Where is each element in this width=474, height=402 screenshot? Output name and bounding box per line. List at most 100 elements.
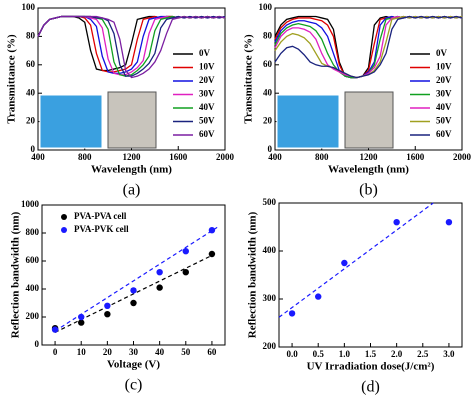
panel: 0.0 0.5 1.0 1.5 2.0 2.5 3.0 200 300 400 500 UV Irra… [247, 197, 463, 396]
data-point [78, 319, 85, 326]
y-tick-label: 400 [263, 245, 277, 255]
data-point [393, 219, 400, 226]
x-tick-label: 1600 [169, 152, 188, 162]
x-tick-label: 20 [103, 347, 113, 357]
x-tick-label: 10 [77, 347, 87, 357]
y-axis-label: Transmittance (%) [6, 34, 18, 124]
x-tick-label: 1.5 [365, 349, 377, 359]
x-tick-label: 1600 [406, 152, 425, 162]
y-axis-label: Reflection bandwidth (nm) [247, 211, 259, 338]
y-tick-label: 100 [259, 2, 273, 12]
data-point [445, 219, 453, 226]
y-tick-label: 0 [31, 144, 36, 154]
data-point [78, 313, 85, 321]
x-tick-label: 1200 [123, 152, 142, 162]
data-point [341, 259, 348, 267]
legend-label: 40V [199, 102, 215, 112]
trend-line [278, 202, 434, 318]
x-tick-label: 2.0 [391, 349, 403, 359]
data-point [156, 284, 163, 291]
y-tick-label: 600 [26, 255, 40, 265]
legend-marker [61, 214, 67, 220]
x-tick-label: 50 [181, 347, 191, 357]
series-line [37, 15, 226, 77]
y-tick-label: 400 [26, 283, 40, 293]
legend-label: 30V [436, 89, 452, 99]
x-tick-label: 2000 [453, 152, 472, 162]
x-tick-label: 3.0 [443, 349, 455, 359]
legend-label: 10V [199, 62, 215, 72]
plot-frame [41, 204, 226, 346]
legend-label: 30V [199, 89, 215, 99]
panel: 400 800 1200 1600 2000 0 20 40 60 80 100 Wavelength… [243, 2, 472, 199]
y-tick-label: 100 [22, 2, 36, 12]
y-tick-label: 80 [26, 30, 36, 40]
data-point [156, 269, 163, 276]
legend-label: 0V [436, 48, 448, 58]
data-point [182, 248, 189, 255]
data-point [208, 227, 216, 234]
panel-label: (b) [359, 182, 378, 199]
data-point [288, 310, 296, 317]
y-axis-label: Reflection bandwidth (nm) [10, 211, 22, 338]
series-line [37, 15, 226, 79]
data-point [130, 287, 137, 294]
data-point [130, 299, 137, 307]
legend-label: 0V [199, 48, 211, 58]
x-tick-label: 400 [31, 152, 45, 162]
x-tick-label: 800 [315, 152, 329, 162]
y-tick-label: 200 [263, 341, 277, 351]
y-tick-label: 1000 [21, 199, 40, 209]
inset-image [39, 94, 103, 149]
y-tick-label: 60 [26, 59, 36, 69]
y-tick-label: 80 [263, 30, 273, 40]
x-tick-label: 2.5 [417, 349, 429, 359]
data-point [315, 293, 322, 300]
series-line [37, 15, 226, 77]
plot-frame [278, 202, 463, 348]
y-tick-label: 800 [26, 227, 40, 237]
x-tick-label: 800 [78, 152, 92, 162]
panel-label: (c) [125, 377, 143, 394]
legend-label: 20V [199, 75, 215, 85]
y-tick-label: 0 [35, 339, 40, 349]
series-line [274, 15, 463, 79]
y-tick-label: 500 [263, 197, 277, 207]
legend-label: 60V [436, 129, 452, 139]
x-tick-label: 40 [155, 347, 165, 357]
y-tick-label: 60 [263, 59, 273, 69]
y-tick-label: 40 [26, 87, 36, 97]
legend-label: PVA-PVK cell [74, 224, 129, 234]
x-axis-label: Wavelength (nm) [91, 164, 172, 176]
x-tick-label: 0.5 [313, 349, 325, 359]
x-axis-label: Voltage (V) [107, 359, 160, 371]
data-point [104, 311, 111, 318]
legend-label: 50V [199, 116, 215, 126]
x-tick-label: 1.0 [339, 349, 351, 359]
data-point [51, 326, 59, 333]
y-tick-label: 0 [268, 144, 273, 154]
y-tick-label: 40 [263, 87, 273, 97]
panel: 400 800 1200 1600 2000 0 20 40 60 80 100 Wavelength… [6, 2, 235, 199]
x-tick-label: 2000 [216, 152, 235, 162]
y-tick-label: 20 [263, 116, 273, 126]
inset-image [276, 94, 340, 149]
inset-image [107, 91, 157, 149]
legend-label: 10V [436, 62, 452, 72]
x-axis-label: UV Irradiation dose(J/cm²) [307, 361, 435, 373]
y-tick-label: 300 [263, 293, 277, 303]
data-point [104, 302, 111, 309]
series-line [274, 15, 463, 79]
panel-label: (d) [361, 379, 380, 396]
legend-label: 40V [436, 102, 452, 112]
data-point [208, 250, 216, 258]
y-tick-label: 20 [26, 116, 36, 126]
inset-image [344, 91, 394, 149]
x-tick-label: 400 [268, 152, 282, 162]
legend-label: 60V [199, 129, 215, 139]
legend-label: 20V [436, 75, 452, 85]
legend-marker [61, 227, 67, 233]
legend-label: 50V [436, 116, 452, 126]
